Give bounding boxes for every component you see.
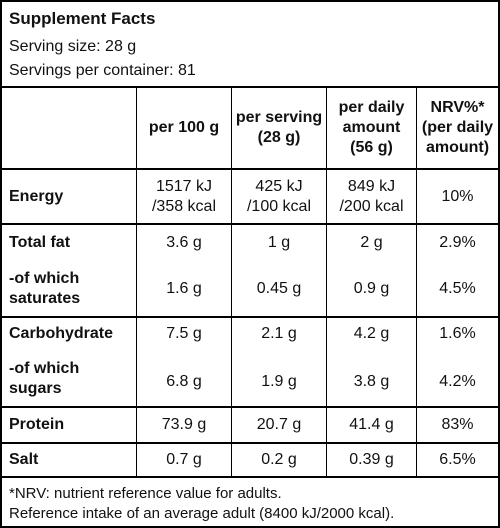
servings-per-container: Servings per container: 81 [9,62,196,79]
cell-saturates-per-100g: 1.6 g [166,280,202,297]
cell-total-fat-nrv: 2.9% [439,234,476,251]
cell-sugars-per-daily: 3.8 g [353,373,390,390]
table-bottom-rule [2,476,498,478]
protein-bottom-rule [2,442,498,444]
cell-total-fat-per-daily: 2 g [360,234,383,251]
cell-sugars-per-100g: 6.8 g [166,373,202,390]
cell-carbohydrate-nrv: 1.6% [439,325,476,342]
cell-protein-nrv: 83% [441,416,474,433]
cell-sugars-per-serving: 1.9 g [261,373,297,390]
column-header-per-100g: per 100 g [148,119,220,136]
column-divider [326,86,327,477]
serving-size: Serving size: 28 g [9,38,137,55]
cell-salt-per-daily: 0.39 g [349,451,394,468]
column-divider [136,86,137,477]
cell-carbohydrate-per-daily: 4.2 g [353,325,390,342]
column-divider [416,86,417,477]
cell-saturates-per-serving: 0.45 g [256,280,302,297]
column-header-per-serving: per serving (28 g) [235,109,323,146]
row-label-protein: Protein [9,416,65,433]
column-header-nrv: NRV%* (per daily amount) [421,99,494,156]
column-header-per-daily-amount: per daily amount (56 g) [338,99,405,156]
cell-protein-per-daily: 41.4 g [349,416,394,433]
cell-energy-per-serving: 425 kJ /100 kcal [246,177,312,215]
cell-protein-per-serving: 20.7 g [256,416,302,433]
cell-energy-per-daily: 849 kJ /200 kcal [339,177,404,215]
cell-salt-nrv: 6.5% [439,451,476,468]
header-bottom-rule [2,168,498,170]
footnote-reference-intake: Reference intake of an average adult (84… [9,505,395,522]
row-label-sugars: -of which sugars [9,360,80,397]
cell-total-fat-per-serving: 1 g [267,234,291,251]
cell-energy-per-100g: 1517 kJ /358 kcal [151,177,217,215]
row-label-carbohydrate: Carbohydrate [9,325,114,342]
row-label-saturates: -of which saturates [9,269,81,307]
cell-sugars-nrv: 4.2% [439,373,476,390]
carb-group-bottom-rule [2,406,498,408]
label-title: Supplement Facts [9,9,156,28]
cell-saturates-per-daily: 0.9 g [353,280,390,297]
cell-carbohydrate-per-serving: 2.1 g [261,325,297,342]
row-label-total-fat: Total fat [9,234,71,251]
cell-salt-per-100g: 0.7 g [166,451,202,468]
row-label-salt: Salt [9,451,39,468]
cell-energy-nrv: 10% [441,187,474,205]
header-top-rule [2,86,498,88]
cell-total-fat-per-100g: 3.6 g [166,234,202,251]
row-label-energy: Energy [9,187,64,205]
column-divider [231,86,232,477]
footnote-nrv-definition: *NRV: nutrient reference value for adult… [9,485,282,502]
fat-group-bottom-rule [2,316,498,318]
cell-protein-per-100g: 73.9 g [161,416,207,433]
cell-carbohydrate-per-100g: 7.5 g [166,325,202,342]
cell-saturates-nrv: 4.5% [439,280,476,297]
energy-bottom-rule [2,223,498,225]
cell-salt-per-serving: 0.2 g [261,451,297,468]
